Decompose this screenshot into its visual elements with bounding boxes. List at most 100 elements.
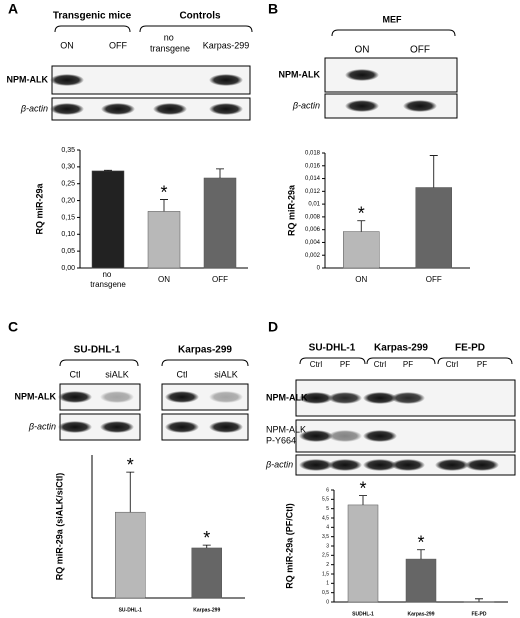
x-tick-label: OFF: [212, 275, 228, 284]
x-tick-label: ON: [158, 275, 170, 284]
lane-label: siALK: [214, 369, 238, 379]
blot-band: [209, 74, 243, 86]
blot-label: NPM-ALK P-Y664: [266, 425, 309, 446]
y-tick-label: 1,5: [322, 571, 329, 577]
x-tick-label: SUDHL-1: [352, 611, 374, 617]
blot-band: [165, 421, 199, 433]
lane-label: Ctl: [177, 369, 188, 379]
blot-band: [153, 103, 187, 115]
y-tick-label: 0,15: [61, 214, 75, 221]
x-tick-label: no transgene: [90, 270, 126, 289]
bar: [91, 170, 125, 269]
significance-mark: *: [203, 528, 210, 548]
bar: [347, 504, 379, 603]
group-label: SU-DHL-1: [74, 345, 121, 356]
error-bar: [357, 220, 366, 232]
blot-band: [209, 421, 243, 433]
blot-band: [363, 459, 397, 471]
error-bar: [417, 549, 425, 560]
lane-label: Ctl: [70, 369, 81, 379]
blot-band: [328, 392, 362, 404]
x-tick-label: ON: [355, 275, 367, 284]
blot-band: [101, 103, 135, 115]
lane-label: OFF: [109, 40, 127, 50]
bar: [415, 187, 452, 269]
lane-label: no transgene: [150, 33, 190, 54]
error-bar: [202, 544, 211, 548]
y-tick-label: 0,004: [305, 240, 321, 246]
y-axis-label: RQ miR-29a (PF/Ctl): [284, 503, 294, 589]
y-tick-label: 5,5: [322, 497, 329, 503]
blot-label: β-actin: [265, 459, 293, 469]
y-tick-label: 0,018: [305, 151, 321, 157]
y-tick-label: 3,5: [322, 534, 329, 540]
panel-letter: C: [8, 319, 18, 335]
blot-band: [363, 392, 397, 404]
group-label: Controls: [179, 11, 221, 22]
blot-band: [328, 459, 362, 471]
lane-label: Ctrl: [310, 360, 323, 369]
y-tick-label: 2,5: [322, 553, 329, 559]
bar: [343, 231, 380, 269]
error-bar: [126, 471, 135, 513]
lane-label: siALK: [105, 369, 129, 379]
bar: [115, 511, 146, 599]
y-tick-label: 0,008: [305, 214, 321, 220]
group-bracket: [437, 357, 513, 365]
blot-band: [100, 421, 134, 433]
y-tick-label: 6: [326, 487, 329, 493]
significance-mark: *: [358, 203, 365, 223]
y-tick-label: 4: [326, 525, 329, 531]
x-tick-label: FE-PD: [472, 611, 487, 617]
blot-band: [391, 392, 425, 404]
y-tick-label: 0,014: [305, 176, 321, 182]
group-label: Karpas-299: [374, 343, 428, 354]
group-label: MEF: [383, 14, 403, 24]
lane-label: PF: [477, 360, 487, 369]
x-tick-label: Karpas-299: [408, 611, 435, 617]
lane-label: Karpas-299: [203, 40, 250, 50]
x-tick-label: OFF: [426, 275, 442, 284]
y-tick-label: 0,10: [61, 231, 75, 238]
blot-band: [209, 391, 243, 403]
panel-letter: B: [268, 1, 278, 17]
blot-label: β-actin: [28, 421, 56, 431]
significance-mark: *: [359, 478, 366, 498]
group-label: Karpas-299: [178, 345, 232, 356]
lane-label: PF: [403, 360, 413, 369]
bar: [203, 177, 237, 269]
group-label: FE-PD: [455, 343, 485, 354]
error-bar: [429, 155, 438, 188]
error-bar: [359, 495, 367, 505]
blot-band: [345, 100, 379, 112]
blot-band: [299, 430, 333, 442]
y-axis-label: RQ miR-29a: [34, 183, 44, 235]
lane-label: Ctrl: [374, 360, 387, 369]
y-tick-label: 1: [326, 581, 329, 587]
blot-band: [345, 69, 379, 81]
group-bracket: [54, 25, 131, 33]
error-bar: [475, 598, 483, 602]
y-tick-label: 0,01: [308, 202, 320, 208]
lane-label: ON: [60, 40, 74, 50]
bar: [191, 547, 222, 599]
lane-label: OFF: [410, 45, 430, 56]
significance-mark: *: [160, 182, 167, 202]
blot: [295, 419, 516, 453]
y-tick-label: 5: [326, 506, 329, 512]
y-tick-label: 0,5: [322, 590, 329, 596]
y-tick-label: 0: [317, 266, 321, 272]
panel-letter: D: [268, 319, 278, 335]
blot-band: [209, 103, 243, 115]
y-tick-label: 0,016: [305, 163, 321, 169]
y-tick-label: 4,5: [322, 515, 329, 521]
y-tick-label: 0,35: [61, 147, 75, 154]
y-tick-label: 0,00: [61, 265, 75, 272]
blot-band: [100, 391, 134, 403]
bar: [405, 558, 437, 603]
y-tick-label: 0,20: [61, 197, 75, 204]
blot-label: NPM-ALK: [15, 391, 57, 401]
group-bracket: [59, 359, 139, 367]
y-tick-label: 0,006: [305, 227, 321, 233]
group-bracket: [139, 25, 253, 33]
